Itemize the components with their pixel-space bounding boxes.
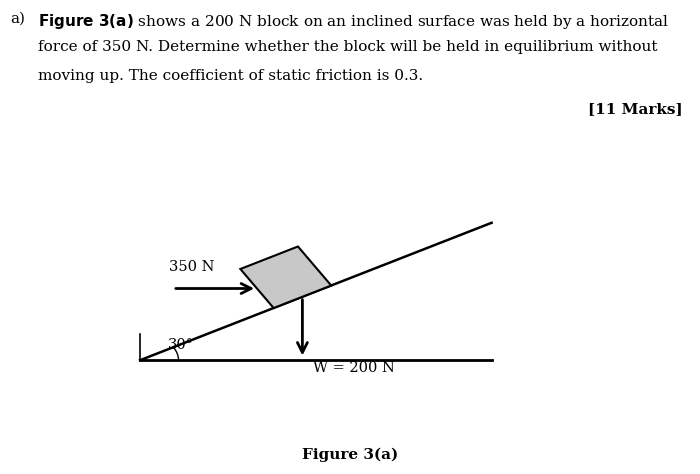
Text: moving up. The coefficient of static friction is 0.3.: moving up. The coefficient of static fri… xyxy=(38,69,423,83)
Text: $\mathbf{Figure\ 3(a)}$ shows a 200 N block on an inclined surface was held by a: $\mathbf{Figure\ 3(a)}$ shows a 200 N bl… xyxy=(38,12,670,31)
Text: a): a) xyxy=(10,12,25,26)
Text: Figure 3(a): Figure 3(a) xyxy=(302,448,398,462)
Polygon shape xyxy=(240,246,331,308)
Text: [11 Marks]: [11 Marks] xyxy=(588,102,682,116)
Text: 350 N: 350 N xyxy=(169,260,215,274)
Text: W = 200 N: W = 200 N xyxy=(313,361,395,375)
Text: force of 350 N. Determine whether the block will be held in equilibrium without: force of 350 N. Determine whether the bl… xyxy=(38,40,658,55)
Text: 30°: 30° xyxy=(168,337,194,352)
